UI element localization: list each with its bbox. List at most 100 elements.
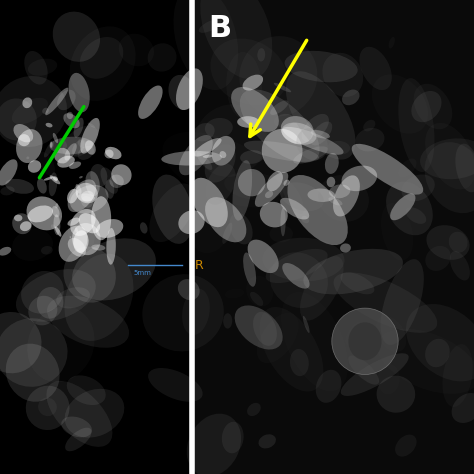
- Ellipse shape: [328, 141, 350, 155]
- Ellipse shape: [332, 308, 398, 374]
- Ellipse shape: [64, 143, 77, 161]
- Ellipse shape: [37, 287, 64, 319]
- Ellipse shape: [340, 272, 374, 294]
- Text: B: B: [209, 14, 232, 43]
- Ellipse shape: [411, 91, 441, 122]
- Ellipse shape: [75, 228, 78, 233]
- Ellipse shape: [13, 124, 33, 142]
- Ellipse shape: [46, 123, 53, 128]
- Ellipse shape: [67, 375, 106, 405]
- Ellipse shape: [0, 99, 37, 140]
- Ellipse shape: [79, 213, 100, 233]
- Ellipse shape: [199, 19, 222, 33]
- Ellipse shape: [318, 175, 369, 222]
- Ellipse shape: [26, 386, 70, 430]
- Ellipse shape: [67, 112, 73, 119]
- Ellipse shape: [293, 146, 328, 164]
- Ellipse shape: [75, 184, 82, 194]
- Ellipse shape: [281, 116, 314, 144]
- Ellipse shape: [329, 184, 350, 198]
- Ellipse shape: [327, 177, 335, 187]
- Ellipse shape: [219, 151, 226, 158]
- Ellipse shape: [203, 155, 212, 158]
- Ellipse shape: [390, 193, 415, 220]
- Ellipse shape: [73, 118, 84, 137]
- Ellipse shape: [363, 120, 375, 131]
- Ellipse shape: [286, 71, 356, 160]
- Ellipse shape: [386, 182, 433, 235]
- Ellipse shape: [229, 213, 253, 245]
- Ellipse shape: [173, 0, 238, 90]
- Ellipse shape: [240, 90, 319, 163]
- Ellipse shape: [389, 37, 395, 48]
- Ellipse shape: [65, 389, 124, 438]
- Ellipse shape: [70, 185, 109, 213]
- Ellipse shape: [452, 393, 474, 423]
- Ellipse shape: [55, 203, 58, 209]
- Ellipse shape: [176, 68, 203, 110]
- Ellipse shape: [57, 90, 76, 110]
- Ellipse shape: [287, 175, 348, 245]
- Ellipse shape: [46, 381, 112, 447]
- Ellipse shape: [70, 209, 96, 236]
- Ellipse shape: [14, 215, 22, 221]
- Ellipse shape: [24, 51, 48, 84]
- Ellipse shape: [59, 139, 67, 148]
- Ellipse shape: [425, 142, 474, 213]
- Ellipse shape: [187, 414, 241, 474]
- Ellipse shape: [222, 223, 232, 244]
- Ellipse shape: [0, 186, 15, 195]
- Ellipse shape: [244, 141, 319, 162]
- Ellipse shape: [283, 181, 304, 214]
- Ellipse shape: [63, 126, 98, 158]
- Ellipse shape: [283, 180, 290, 186]
- Ellipse shape: [194, 138, 221, 156]
- Ellipse shape: [51, 224, 56, 230]
- Ellipse shape: [28, 205, 53, 222]
- Ellipse shape: [262, 129, 302, 173]
- Ellipse shape: [59, 226, 87, 262]
- Ellipse shape: [308, 189, 335, 202]
- Ellipse shape: [340, 244, 351, 253]
- Ellipse shape: [53, 133, 58, 143]
- Ellipse shape: [210, 38, 287, 105]
- Ellipse shape: [328, 197, 343, 206]
- Ellipse shape: [376, 376, 415, 413]
- Ellipse shape: [54, 214, 60, 235]
- Ellipse shape: [239, 36, 318, 117]
- Ellipse shape: [68, 180, 96, 212]
- Ellipse shape: [238, 169, 265, 196]
- Ellipse shape: [178, 210, 205, 234]
- Ellipse shape: [16, 129, 43, 163]
- Text: R: R: [194, 259, 203, 272]
- Ellipse shape: [222, 422, 244, 453]
- Ellipse shape: [237, 116, 259, 128]
- Ellipse shape: [341, 353, 409, 396]
- Ellipse shape: [55, 227, 62, 237]
- Ellipse shape: [296, 128, 328, 160]
- Ellipse shape: [253, 312, 277, 346]
- Ellipse shape: [69, 162, 81, 169]
- Ellipse shape: [243, 253, 256, 287]
- Ellipse shape: [232, 160, 252, 220]
- Ellipse shape: [263, 238, 345, 281]
- Ellipse shape: [49, 137, 93, 154]
- Ellipse shape: [267, 171, 283, 191]
- Ellipse shape: [197, 152, 212, 170]
- Ellipse shape: [194, 104, 267, 177]
- Ellipse shape: [265, 191, 273, 198]
- Ellipse shape: [77, 193, 95, 201]
- Ellipse shape: [91, 196, 111, 240]
- Ellipse shape: [52, 206, 60, 217]
- Ellipse shape: [70, 236, 71, 238]
- Ellipse shape: [16, 269, 96, 322]
- Ellipse shape: [0, 76, 67, 147]
- Ellipse shape: [274, 83, 291, 92]
- Ellipse shape: [0, 247, 11, 255]
- Ellipse shape: [18, 134, 30, 146]
- Ellipse shape: [28, 160, 41, 173]
- Ellipse shape: [425, 339, 450, 367]
- Ellipse shape: [27, 156, 29, 159]
- Ellipse shape: [240, 150, 264, 164]
- Ellipse shape: [274, 114, 293, 127]
